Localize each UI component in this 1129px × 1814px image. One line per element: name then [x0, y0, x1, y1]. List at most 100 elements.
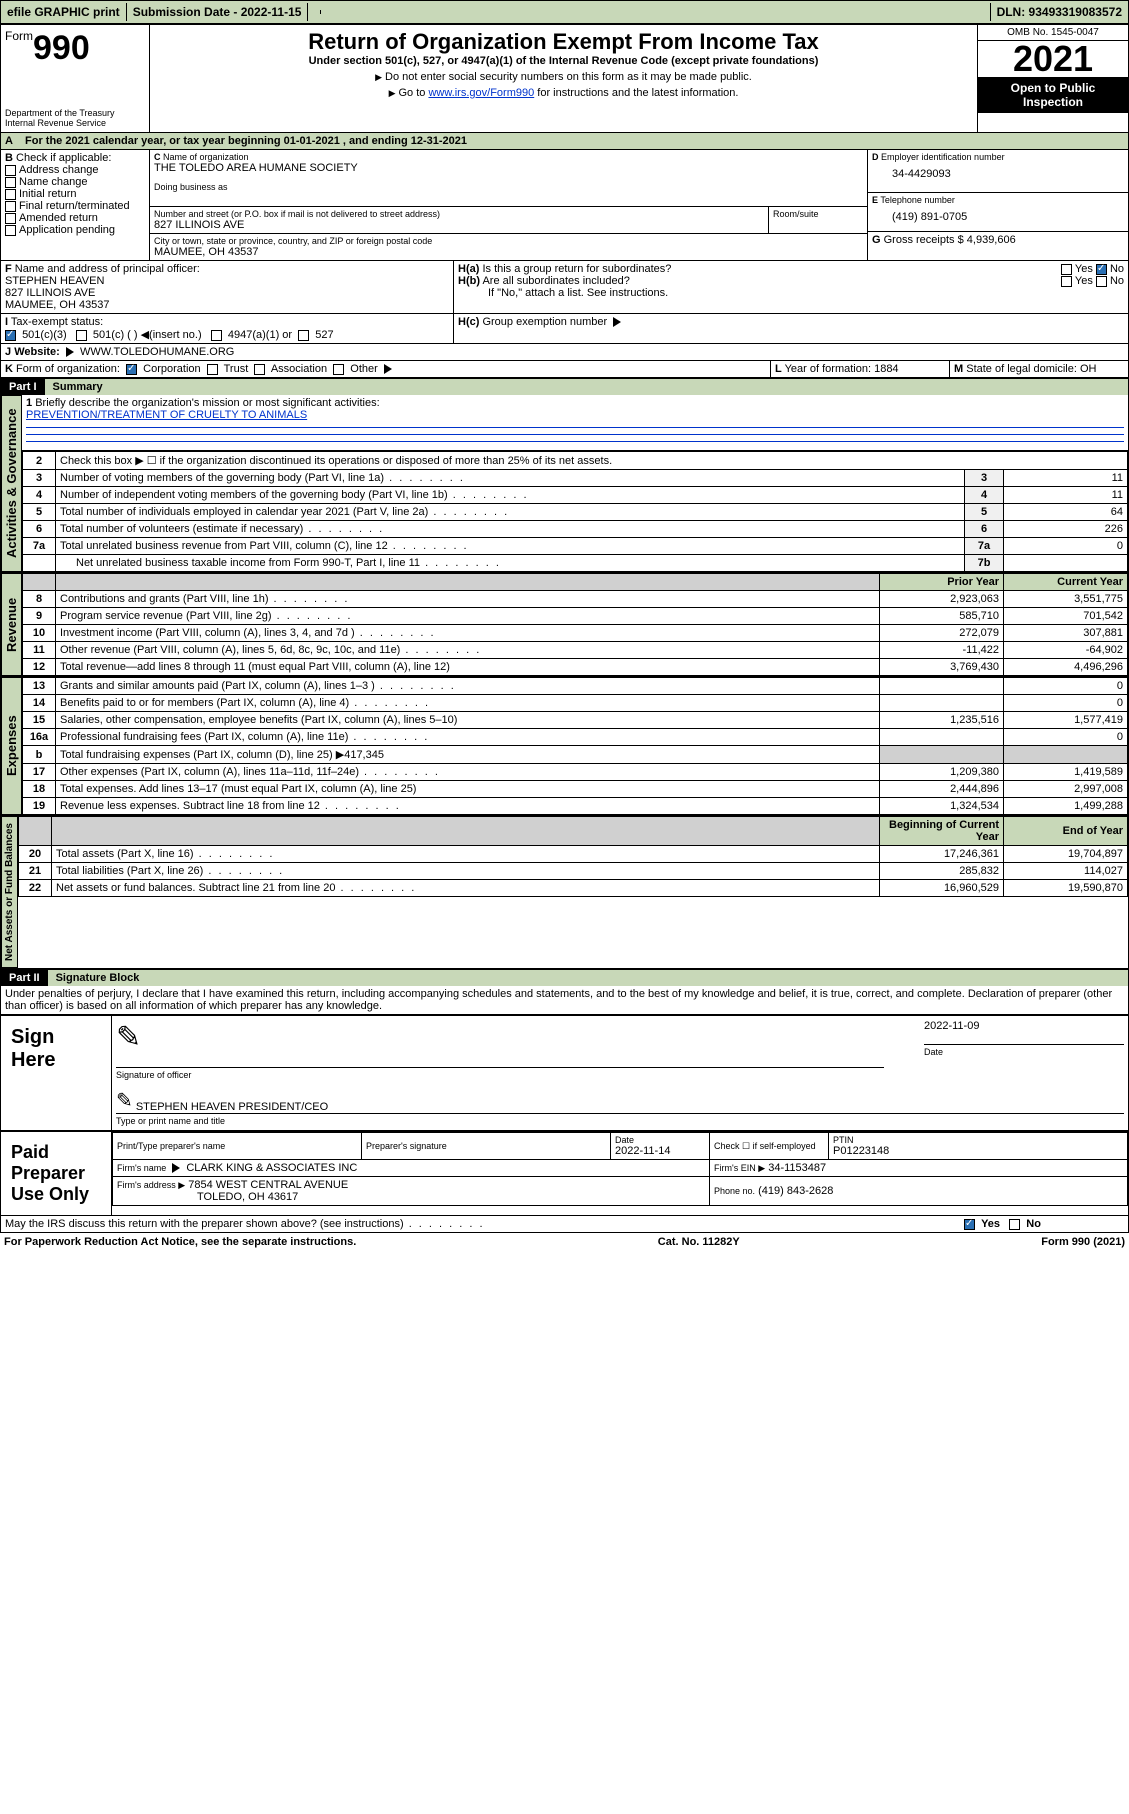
- line13-curr: 0: [1004, 678, 1128, 695]
- ha-no[interactable]: [1096, 264, 1107, 275]
- line9-label: Program service revenue (Part VIII, line…: [56, 608, 880, 625]
- hb-no[interactable]: [1096, 276, 1107, 287]
- line1-label: Briefly describe the organization's miss…: [35, 397, 379, 409]
- ha-yes[interactable]: [1061, 264, 1072, 275]
- opt-4947: 4947(a)(1) or: [228, 329, 292, 341]
- chk-association[interactable]: [254, 364, 265, 375]
- line8-prior: 2,923,063: [880, 591, 1004, 608]
- hb-yes[interactable]: [1061, 276, 1072, 287]
- form-number: 990: [33, 29, 90, 67]
- opt-application-pending: Application pending: [19, 224, 115, 236]
- form-subtitle-2: Do not enter social security numbers on …: [385, 71, 752, 83]
- line11-label: Other revenue (Part VIII, column (A), li…: [56, 642, 880, 659]
- form990-link[interactable]: www.irs.gov/Form990: [428, 87, 534, 99]
- chk-4947[interactable]: [211, 330, 222, 341]
- chk-501c[interactable]: [76, 330, 87, 341]
- dept-treasury: Department of the Treasury: [5, 108, 145, 118]
- checkbox-amended-return[interactable]: [5, 213, 16, 224]
- chk-527[interactable]: [298, 330, 309, 341]
- opt-501c3: 501(c)(3): [22, 329, 67, 341]
- officer-addr2: MAUMEE, OH 43537: [5, 299, 449, 311]
- line10-prior: 272,079: [880, 625, 1004, 642]
- line12-label: Total revenue—add lines 8 through 11 (mu…: [56, 659, 880, 676]
- ha-label: Is this a group return for subordinates?: [482, 263, 671, 275]
- sub3-post: for instructions and the latest informat…: [534, 87, 738, 99]
- line7b-value: [1004, 555, 1128, 572]
- opt-initial-return: Initial return: [19, 188, 76, 200]
- line22-label: Net assets or fund balances. Subtract li…: [52, 880, 880, 897]
- line8-curr: 3,551,775: [1004, 591, 1128, 608]
- checkbox-name-change[interactable]: [5, 177, 16, 188]
- mission-text[interactable]: PREVENTION/TREATMENT OF CRUELTY TO ANIMA…: [26, 409, 307, 421]
- form-subtitle-1: Under section 501(c), 527, or 4947(a)(1)…: [154, 55, 973, 67]
- submission-date: Submission Date - 2022-11-15: [127, 3, 309, 21]
- sign-here-label: Sign Here: [1, 1016, 112, 1130]
- chk-corporation[interactable]: [126, 364, 137, 375]
- line10-label: Investment income (Part VIII, column (A)…: [56, 625, 880, 642]
- triangle-icon: [172, 1163, 180, 1173]
- yes-label-2: Yes: [1075, 275, 1093, 287]
- line6-label: Total number of volunteers (estimate if …: [56, 521, 965, 538]
- chk-501c3[interactable]: [5, 330, 16, 341]
- line15-curr: 1,577,419: [1004, 712, 1128, 729]
- sign-here-block: Sign Here ✎ Signature of officer 2022-11…: [0, 1015, 1129, 1131]
- part-ii-header: Part II: [1, 970, 48, 986]
- revenue-table: Prior YearCurrent Year 8Contributions an…: [22, 573, 1128, 676]
- state-domicile-value: OH: [1080, 363, 1097, 375]
- part-i-title: Summary: [45, 379, 1128, 395]
- form-title: Return of Organization Exempt From Incom…: [154, 29, 973, 55]
- room-label: Room/suite: [773, 209, 863, 219]
- firm-addr-label: Firm's address ▶: [117, 1180, 185, 1190]
- line9-prior: 585,710: [880, 608, 1004, 625]
- line2-label: Check this box ▶ ☐ if the organization d…: [56, 452, 1128, 470]
- checkbox-initial-return[interactable]: [5, 189, 16, 200]
- line18-label: Total expenses. Add lines 13–17 (must eq…: [56, 781, 880, 798]
- check-if-applicable: Check if applicable:: [16, 152, 111, 164]
- opt-other: Other: [350, 363, 378, 375]
- prep-date-label: Date: [615, 1135, 705, 1145]
- line18-prior: 2,444,896: [880, 781, 1004, 798]
- tax-exempt-label: Tax-exempt status:: [11, 316, 103, 328]
- c-name-label: Name of organization: [163, 152, 249, 162]
- end-year-header: End of Year: [1004, 817, 1128, 846]
- city-label: City or town, state or province, country…: [154, 236, 863, 246]
- org-city: MAUMEE, OH 43537: [154, 246, 863, 258]
- checkbox-final-return[interactable]: [5, 201, 16, 212]
- may-yes[interactable]: [964, 1219, 975, 1230]
- may-no[interactable]: [1009, 1219, 1020, 1230]
- line14-prior: [880, 695, 1004, 712]
- revenue-label: Revenue: [1, 573, 22, 676]
- checkbox-address-change[interactable]: [5, 165, 16, 176]
- gross-value: 4,939,606: [967, 234, 1016, 246]
- part-ii-title: Signature Block: [48, 970, 1128, 986]
- prep-name-label: Print/Type preparer's name: [117, 1141, 357, 1151]
- may-no-label: No: [1026, 1218, 1041, 1230]
- opt-trust: Trust: [224, 363, 249, 375]
- line6-value: 226: [1004, 521, 1128, 538]
- line19-curr: 1,499,288: [1004, 798, 1128, 815]
- website-label: Website:: [14, 346, 60, 358]
- ptin-label: PTIN: [833, 1135, 1123, 1145]
- efile-label[interactable]: efile GRAPHIC print: [1, 3, 127, 21]
- hb-note: If "No," attach a list. See instructions…: [458, 287, 1124, 299]
- org-address: 827 ILLINOIS AVE: [154, 219, 764, 231]
- line13-label: Grants and similar amounts paid (Part IX…: [56, 678, 880, 695]
- governance-table: 2Check this box ▶ ☐ if the organization …: [22, 451, 1128, 572]
- may-yes-label: Yes: [981, 1218, 1000, 1230]
- checkbox-application-pending[interactable]: [5, 225, 16, 236]
- triangle-icon: [66, 347, 74, 357]
- line13-prior: [880, 678, 1004, 695]
- chk-trust[interactable]: [207, 364, 218, 375]
- part-i-header: Part I: [1, 379, 45, 395]
- paid-preparer-block: Paid Preparer Use Only Print/Type prepar…: [0, 1131, 1129, 1216]
- triangle-icon: [384, 364, 392, 374]
- firm-name-value: CLARK KING & ASSOCIATES INC: [186, 1162, 357, 1174]
- firm-ein-value: 34-1153487: [768, 1162, 826, 1174]
- line5-label: Total number of individuals employed in …: [56, 504, 965, 521]
- phone-label: Telephone number: [880, 195, 955, 205]
- chk-other[interactable]: [333, 364, 344, 375]
- firm-ein-label: Firm's EIN ▶: [714, 1163, 765, 1173]
- line3-value: 11: [1004, 470, 1128, 487]
- line4-label: Number of independent voting members of …: [56, 487, 965, 504]
- net-assets-table: Beginning of Current YearEnd of Year 20T…: [18, 816, 1128, 897]
